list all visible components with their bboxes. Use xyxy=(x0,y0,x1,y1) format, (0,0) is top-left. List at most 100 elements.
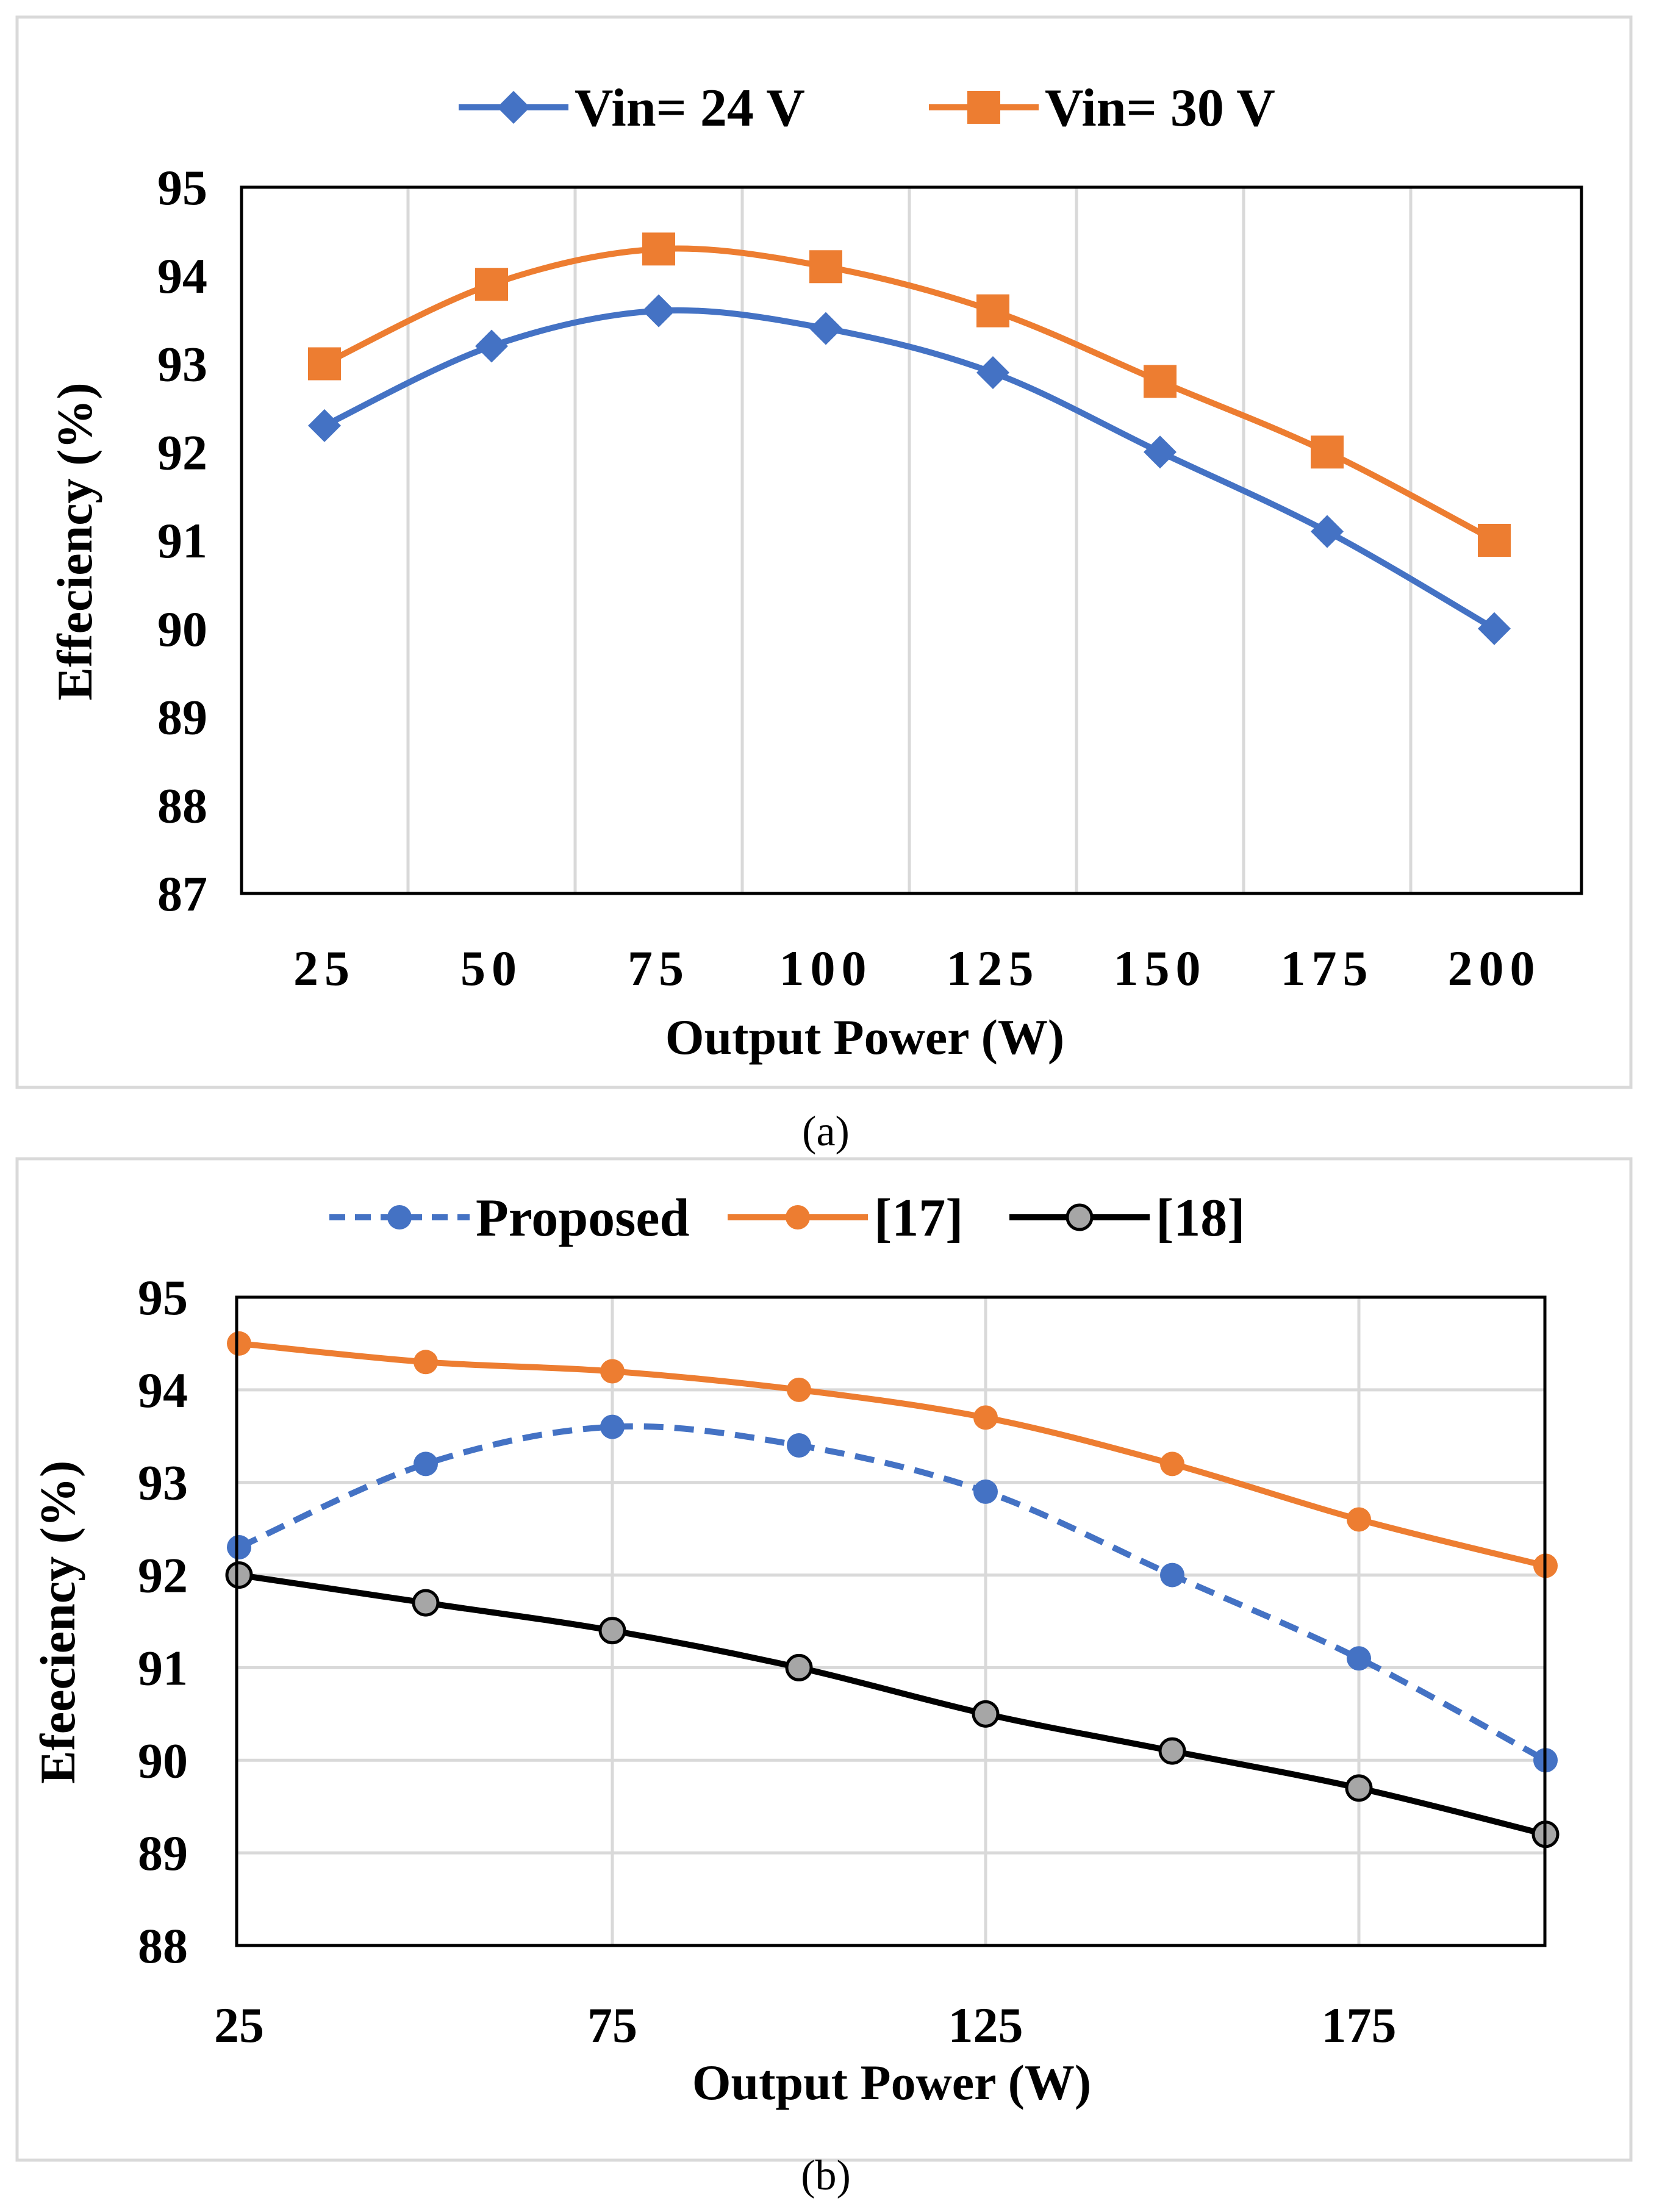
legend-marker xyxy=(387,1205,412,1229)
y-tick-label: 93 xyxy=(157,337,207,392)
y-tick-label: 94 xyxy=(157,248,207,304)
data-point xyxy=(475,268,508,301)
y-tick-label: 91 xyxy=(138,1640,188,1695)
legend-marker xyxy=(967,91,1000,124)
y-tick-label: 87 xyxy=(157,866,207,922)
series-line-2 xyxy=(236,1340,1549,1569)
y-tick-label: 93 xyxy=(138,1455,188,1511)
x-tick-label: 100 xyxy=(779,940,873,996)
y-tick-label: 88 xyxy=(157,778,207,833)
data-point xyxy=(600,1359,625,1384)
series-line-3 xyxy=(236,1572,1549,1838)
data-point xyxy=(1347,1646,1371,1671)
y-tick-label: 88 xyxy=(138,1918,188,1974)
data-point xyxy=(1311,515,1344,548)
legend-label: [17] xyxy=(874,1189,964,1248)
chart-a-legend: Vin= 24 V Vin= 30 V xyxy=(459,79,1275,138)
chart-a-series xyxy=(308,232,1511,645)
data-point xyxy=(785,1653,813,1681)
legend-label: [18] xyxy=(1156,1189,1245,1248)
x-tick-label: 75 xyxy=(628,940,690,996)
data-point xyxy=(972,1700,1000,1728)
data-point xyxy=(414,1350,438,1375)
caption-b: (b) xyxy=(801,2152,851,2199)
y-tick-label: 92 xyxy=(138,1548,188,1603)
data-point xyxy=(973,1405,998,1430)
data-point xyxy=(308,347,341,381)
data-point xyxy=(227,1331,251,1356)
data-point xyxy=(600,1414,625,1439)
y-tick-label: 90 xyxy=(138,1733,188,1788)
y-tick-label: 95 xyxy=(157,160,207,215)
data-point xyxy=(1311,435,1344,469)
data-point xyxy=(1158,1737,1186,1765)
x-tick-label: 75 xyxy=(587,1997,637,2053)
data-point xyxy=(1478,612,1511,645)
data-point xyxy=(1160,1562,1184,1587)
data-point xyxy=(973,1479,998,1504)
data-point xyxy=(976,294,1009,328)
y-tick-label: 95 xyxy=(138,1270,188,1325)
chart-b-y-tick-labels: 88 89 90 91 92 93 94 95 xyxy=(138,1270,188,1974)
y-tick-label: 89 xyxy=(157,690,207,745)
data-point xyxy=(1144,365,1177,398)
data-point xyxy=(1478,524,1511,557)
data-point xyxy=(976,356,1009,389)
chart-b-x-axis-title: Output Power (W) xyxy=(692,2055,1091,2110)
series-line-1 xyxy=(237,1423,1547,1763)
legend-marker xyxy=(497,91,530,124)
chart-a-y-axis-title: Effeciency (%) xyxy=(47,382,102,700)
data-point xyxy=(809,250,842,284)
data-point xyxy=(1347,1507,1371,1532)
data-point xyxy=(225,1561,253,1589)
data-point xyxy=(642,232,675,266)
data-point xyxy=(787,1433,811,1458)
y-tick-label: 90 xyxy=(157,601,207,657)
chart-a: 87 88 89 90 91 92 93 94 95 25 50 75 100 125 150 175 200… xyxy=(15,15,1633,1089)
data-point xyxy=(227,1535,251,1560)
chart-a-plot-area xyxy=(240,185,1583,895)
data-point xyxy=(1345,1774,1373,1802)
data-point xyxy=(642,294,675,328)
legend-marker xyxy=(1066,1203,1094,1231)
chart-b-y-axis-title: Efeeciency (%) xyxy=(30,1461,85,1784)
x-tick-label: 150 xyxy=(1114,940,1207,996)
data-point xyxy=(809,312,842,345)
series-line-1 xyxy=(321,307,1497,632)
chart-b-series xyxy=(225,1331,1560,1849)
x-tick-label: 25 xyxy=(214,1997,264,2053)
chart-b-gridlines xyxy=(237,1295,1545,1947)
chart-b-plot-area xyxy=(235,1295,1547,1947)
x-tick-label: 50 xyxy=(460,940,523,996)
y-tick-label: 91 xyxy=(157,513,207,568)
chart-a-y-tick-labels: 87 88 89 90 91 92 93 94 95 xyxy=(157,160,207,922)
chart-a-gridlines xyxy=(406,187,1413,893)
x-tick-label: 125 xyxy=(948,1997,1023,2053)
legend-label: Vin= 30 V xyxy=(1045,79,1275,138)
legend-label: Proposed xyxy=(476,1189,689,1248)
chart-a-x-axis-title: Output Power (W) xyxy=(665,1009,1064,1065)
data-point xyxy=(598,1617,626,1645)
x-tick-label: 175 xyxy=(1322,1997,1397,2053)
chart-b: 88 89 90 91 92 93 94 95 25 75 125 175 Output Power… xyxy=(15,1157,1633,2162)
x-tick-label: 25 xyxy=(293,940,356,996)
y-tick-label: 92 xyxy=(157,424,207,480)
y-tick-label: 89 xyxy=(138,1825,188,1881)
data-point xyxy=(308,409,341,442)
chart-b-legend: Proposed [17] [18] xyxy=(329,1189,1245,1248)
data-point xyxy=(475,329,508,363)
data-point xyxy=(1160,1451,1184,1476)
caption-a: (a) xyxy=(802,1108,850,1155)
chart-a-x-tick-labels: 25 50 75 100 125 150 175 200 xyxy=(293,940,1541,996)
chart-a-frame xyxy=(15,15,1633,1089)
x-tick-label: 200 xyxy=(1448,940,1541,996)
y-tick-label: 94 xyxy=(138,1362,188,1418)
series-line-2 xyxy=(321,245,1497,543)
chart-b-frame xyxy=(15,1157,1633,2162)
chart-b-x-tick-labels: 25 75 125 175 xyxy=(214,1997,1397,2053)
data-point xyxy=(414,1451,438,1476)
x-tick-label: 175 xyxy=(1281,940,1374,996)
data-point xyxy=(412,1589,440,1617)
data-point xyxy=(1144,435,1177,469)
legend-marker xyxy=(786,1205,810,1229)
